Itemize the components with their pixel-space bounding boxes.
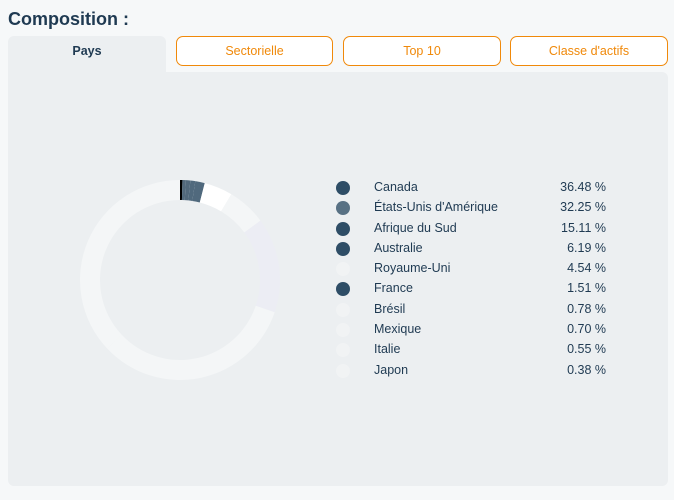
legend-value: 0.38 % [567,362,606,377]
donut-slice-br-sil[interactable] [188,180,196,201]
composition-panel [8,72,668,486]
tab-sectorielle[interactable]: Sectorielle [176,36,333,66]
legend-label: Australie [374,240,423,255]
legend-item: Australie 6.19 % [330,239,610,259]
legend-value: 0.78 % [567,301,606,316]
donut-slice-france[interactable] [192,181,205,203]
legend-swatch [336,241,350,256]
legend-item: Royaume-Uni 4.54 % [330,259,610,279]
legend-label: Afrique du Sud [374,220,457,235]
donut-slice-afrique-du-sud[interactable] [244,220,280,313]
legend-label: Canada [374,180,418,194]
legend-label: France [374,281,413,296]
legend-label: Brésil [374,301,406,316]
donut-slice-australie[interactable] [221,194,261,233]
legend-item: États-Unis d'Amérique 32.25 % [330,198,610,218]
donut-slice-italie[interactable] [181,180,186,201]
legend-item: Brésil 0.78 % [330,300,610,320]
legend-value: 4.54 % [567,261,606,276]
legend-value: 36.48 % [560,180,606,194]
legend-swatch [336,181,350,195]
legend-value: 32.25 % [560,200,606,215]
legend-swatch [336,343,350,358]
legend-label: États-Unis d'Amérique [374,200,498,215]
tab-classe-actifs[interactable]: Classe d'actifs [510,36,668,66]
donut-slice--tats-unis-d-am-rique[interactable] [107,305,275,380]
legend-item: Mexique 0.70 % [330,320,610,340]
donut-chart [80,180,280,380]
legend-label: Japon [374,362,409,377]
legend-swatch [336,302,350,317]
legend-value: 0.55 % [567,342,606,357]
legend-swatch [336,201,350,216]
tab-pays[interactable]: Pays [8,36,166,72]
donut-slice-mexique[interactable] [184,180,191,201]
legend-value: 1.51 % [567,281,606,296]
legend-value: 15.11 % [561,220,606,235]
legend-item: Afrique du Sud 15.11 % [330,219,610,239]
legend-swatch [336,262,350,277]
legend-item: Japon 0.38 % [330,361,610,381]
donut-slice-canada[interactable] [80,180,180,349]
chart-legend: Canada 36.48 % États-Unis d'Amérique 32.25 … [330,178,610,381]
legend-swatch [336,363,350,378]
tab-top-10[interactable]: Top 10 [343,36,501,66]
legend-label: Italie [374,342,401,357]
legend-value: 6.19 % [567,240,606,255]
legend-item: France 1.51 % [330,279,610,299]
donut-slice-royaume-uni[interactable] [199,183,232,212]
donut-slice-japon[interactable] [180,180,183,201]
legend-swatch [336,323,350,338]
legend-value: 0.70 % [567,322,606,337]
legend-label: Royaume-Uni [374,261,451,276]
section-title: Composition : [8,9,129,29]
legend-swatch [336,221,350,236]
legend-item: Italie 0.55 % [330,340,610,360]
legend-item: Canada 36.48 % [330,178,610,198]
legend-swatch [336,282,350,297]
legend-label: Mexique [374,322,422,337]
